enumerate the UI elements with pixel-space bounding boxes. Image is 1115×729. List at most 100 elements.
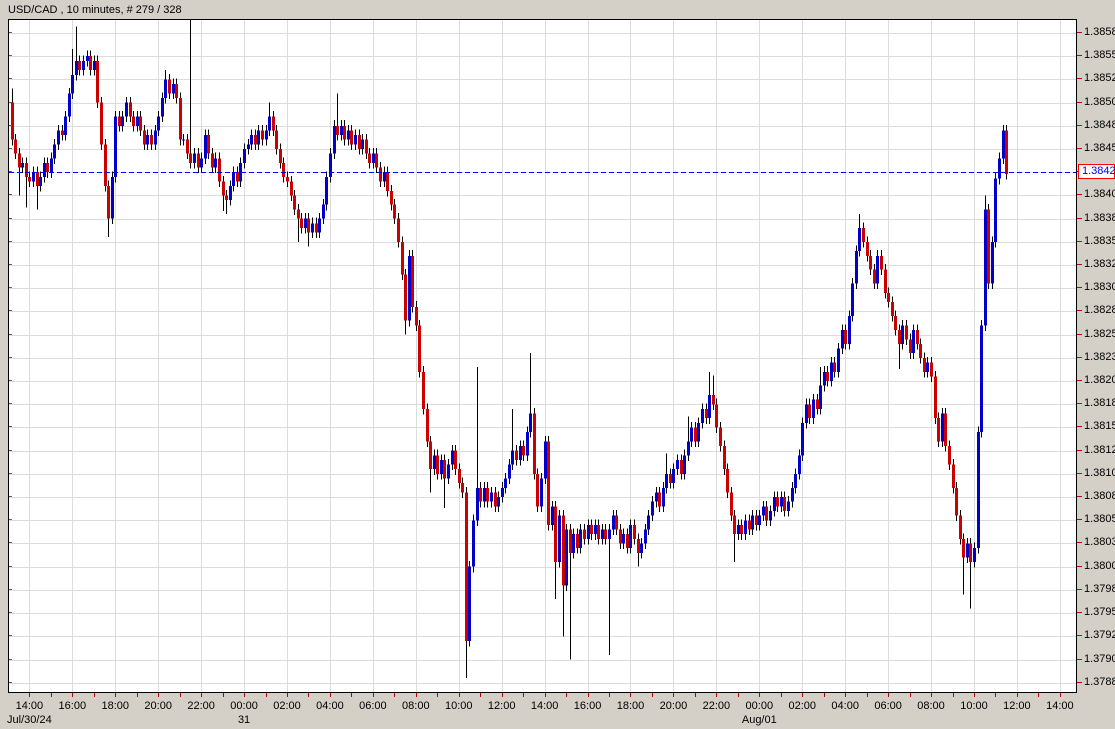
candle-down [923, 357, 926, 372]
y-axis-tick [1077, 287, 1082, 288]
candle-up [43, 162, 46, 177]
y-axis-tick [1077, 32, 1082, 33]
candle-down [873, 269, 876, 284]
candle-down [25, 162, 28, 177]
x-axis-time-label: 06:00 [874, 700, 902, 712]
candle-down [808, 404, 811, 419]
candle-down [307, 218, 310, 233]
candle-down [862, 227, 865, 242]
candle-up [701, 408, 704, 423]
y-axis-left-tick [9, 218, 12, 219]
y-axis-left-tick [9, 426, 12, 427]
x-axis-tick [72, 693, 73, 697]
y-axis-label: 1.3855 [1084, 49, 1115, 61]
candle-down [275, 130, 278, 150]
x-axis-tick [201, 693, 202, 697]
candle-down [894, 316, 897, 331]
y-axis-label: 1.3792 [1084, 629, 1115, 641]
candle-up [823, 371, 826, 386]
candle-up [250, 135, 253, 145]
candle-up [540, 478, 543, 507]
candle-down [261, 130, 264, 140]
y-axis-left-tick [9, 612, 12, 613]
candle-down [987, 209, 990, 284]
candle-up [812, 399, 815, 419]
x-axis-tick [759, 693, 760, 697]
y-axis-label: 1.3800 [1084, 560, 1115, 572]
y-axis-label: 1.3848 [1084, 119, 1115, 131]
x-axis-tick [995, 693, 996, 697]
candle-down [919, 343, 922, 358]
candle-down [944, 413, 947, 447]
x-axis-tick [1060, 693, 1061, 697]
y-axis-left-tick [9, 125, 12, 126]
y-axis-label: 1.3850 [1084, 96, 1115, 108]
candle-down [1005, 130, 1008, 175]
candle-down [562, 515, 565, 586]
candle-up [64, 116, 67, 136]
candle-down [375, 153, 378, 168]
candle-up [773, 497, 776, 512]
x-axis-tick [716, 693, 717, 697]
candle-up [243, 149, 246, 163]
candle-up [737, 524, 740, 535]
price-chart-plot-area[interactable] [8, 19, 1077, 693]
x-axis-tick [287, 693, 288, 697]
y-axis-tick [1077, 194, 1082, 195]
x-axis-tick [781, 693, 782, 697]
candle-up [994, 178, 997, 242]
x-axis-tick [94, 693, 95, 697]
candle-up [483, 487, 486, 502]
candle-down [104, 144, 107, 187]
x-axis-time-label: 10:00 [444, 700, 473, 712]
candle-down [386, 172, 389, 191]
x-axis-tick [308, 693, 309, 697]
candle-down [89, 56, 92, 71]
candle-down [46, 162, 49, 173]
x-axis-tick [566, 693, 567, 697]
candle-up [408, 255, 411, 321]
y-axis-label: 1.3818 [1084, 397, 1115, 409]
y-axis-left-tick [9, 403, 12, 404]
candle-up [75, 60, 78, 75]
candle-up [508, 464, 511, 479]
candle-up [1002, 130, 1005, 159]
candle-down [898, 330, 901, 344]
candle-up [476, 487, 479, 521]
y-axis-tick [1077, 450, 1082, 451]
candle-down [486, 487, 489, 502]
candle-down [705, 408, 708, 419]
x-axis-time-label: 06:00 [359, 700, 387, 712]
candle-up [257, 130, 260, 145]
y-axis-tick [1077, 612, 1082, 613]
candle-up [780, 497, 783, 507]
candle-down [411, 255, 414, 307]
current-price-badge: 1.3842 [1078, 164, 1115, 179]
x-axis-tick [845, 693, 846, 697]
x-axis-time-label: 12:00 [487, 700, 516, 712]
candle-down [189, 153, 192, 163]
x-axis-tick [480, 693, 481, 697]
y-axis-label: 1.3823 [1084, 351, 1115, 363]
candle-down [279, 149, 282, 163]
x-axis-time-label: 04:00 [831, 700, 859, 712]
y-axis-tick [1077, 403, 1082, 404]
candle-up [146, 135, 149, 145]
candle-down [680, 459, 683, 474]
candle-down [132, 116, 135, 126]
candle-down [569, 529, 572, 553]
candle-up [644, 529, 647, 544]
candle-down [365, 139, 368, 154]
candle-down [726, 469, 729, 493]
candle-up [497, 497, 500, 507]
candle-down [937, 418, 940, 442]
candle-up [157, 116, 160, 131]
candle-down [969, 543, 972, 563]
y-axis-tick [1077, 218, 1082, 219]
candle-up [354, 135, 357, 145]
candle-up [329, 153, 332, 177]
candle-down [390, 190, 393, 205]
candle-up [121, 116, 124, 126]
candle-down [286, 176, 289, 182]
x-axis-date-label: 31 [237, 714, 251, 726]
